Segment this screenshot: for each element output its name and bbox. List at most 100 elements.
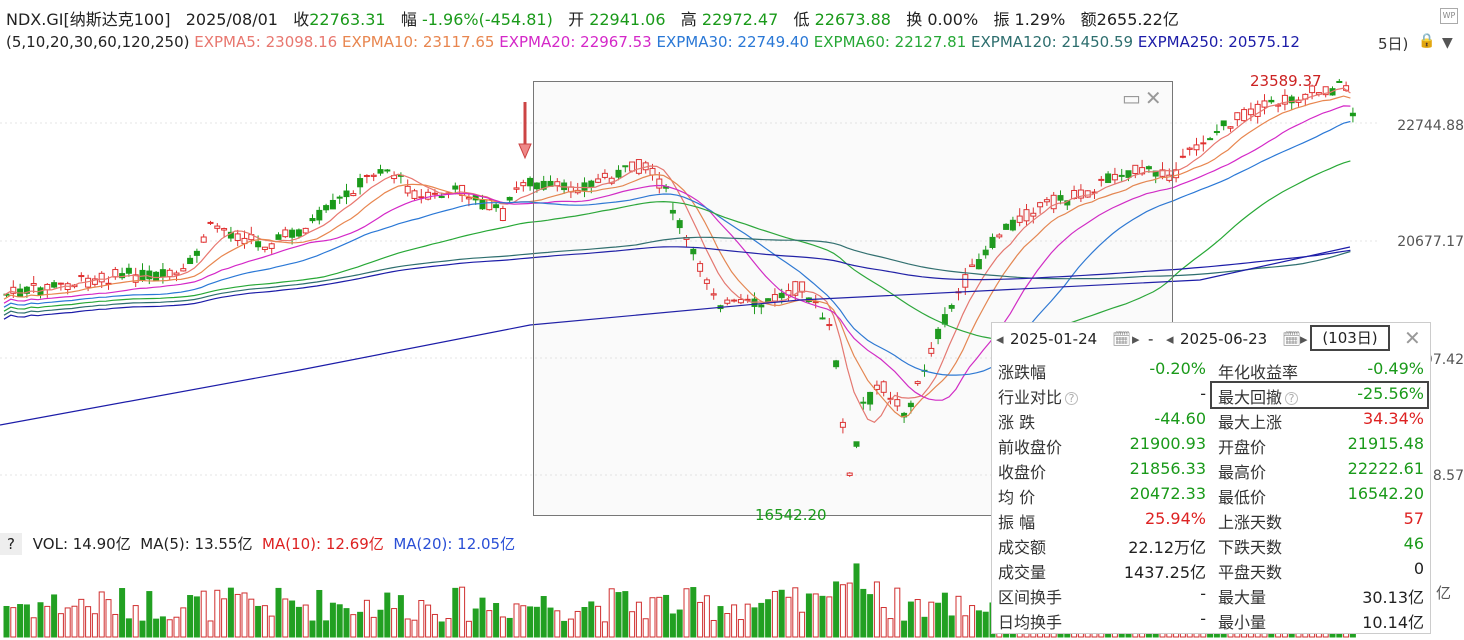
volume-bar — [404, 618, 411, 638]
close-icon[interactable]: ✕ — [1144, 86, 1162, 110]
volume-bar — [581, 607, 588, 638]
expma-line — [3, 246, 1351, 320]
end-date[interactable]: 2025-06-23 — [1180, 330, 1268, 348]
volume-bar — [166, 619, 173, 638]
candle — [1023, 209, 1030, 222]
candle — [377, 169, 384, 174]
expma-line — [3, 160, 1351, 340]
candle — [1111, 173, 1118, 181]
volume-bar — [608, 588, 615, 638]
candle — [1105, 173, 1112, 184]
candle — [996, 234, 1003, 238]
volume-bar — [180, 607, 187, 638]
high-value: 22972.47 — [701, 10, 779, 29]
candle — [853, 441, 860, 447]
candle — [44, 283, 51, 291]
candle — [1213, 131, 1220, 134]
candle — [635, 159, 642, 174]
candle — [887, 397, 894, 400]
candle — [255, 241, 262, 248]
stat-value: 57 — [1403, 509, 1424, 528]
stat-value: 21915.48 — [1347, 434, 1424, 453]
volume-bar — [941, 592, 948, 638]
volume-bar — [710, 619, 717, 638]
end-next-icon[interactable]: ▸ — [1300, 330, 1308, 348]
candle — [1200, 142, 1207, 145]
volume-bar — [472, 608, 479, 638]
volume-bar — [975, 610, 982, 638]
volume-bar — [499, 616, 506, 638]
candle — [1084, 190, 1091, 198]
maximize-icon[interactable]: ▭ — [1122, 86, 1141, 110]
stat-value: 34.34% — [1362, 409, 1424, 428]
candle — [1016, 215, 1023, 223]
expma-line — [3, 105, 1351, 401]
volume-bar — [302, 604, 309, 638]
candle — [91, 278, 98, 285]
candle — [438, 195, 445, 198]
candle — [540, 180, 547, 190]
max-price-label: 23589.37 — [1250, 72, 1322, 90]
export-icon[interactable]: WP — [1440, 8, 1458, 24]
stat-value: 21900.93 — [1129, 434, 1206, 453]
candle — [1309, 85, 1316, 94]
turnover-label: 换 — [906, 10, 923, 29]
amplitude-label: 振 — [993, 10, 1010, 29]
volume-bar — [255, 605, 262, 638]
candle — [533, 182, 540, 190]
candle — [221, 228, 228, 231]
dropdown-arrow-icon[interactable]: ▼ — [1442, 35, 1453, 51]
candle — [907, 402, 914, 408]
expma-item: EXPMA250: 20575.12 — [1133, 33, 1300, 51]
candle — [411, 190, 418, 199]
close-value: 22763.31 — [309, 10, 386, 29]
start-date[interactable]: 2025-01-24 — [1010, 330, 1098, 348]
candle — [1234, 112, 1241, 121]
volume-bar — [445, 618, 452, 638]
volume-bar — [601, 621, 608, 638]
volume-bar — [805, 593, 812, 638]
end-prev-icon[interactable]: ◂ — [1166, 330, 1174, 348]
volume-bar — [561, 620, 568, 638]
volume-bar — [887, 618, 894, 638]
candle — [384, 169, 391, 172]
end-calendar-icon[interactable]: 🗓 — [1282, 330, 1302, 348]
candle — [1145, 166, 1152, 170]
volume-bar — [642, 618, 649, 638]
volume-bar — [955, 595, 962, 638]
candle — [1254, 103, 1261, 117]
stat-value: -0.49% — [1367, 359, 1424, 378]
candle — [833, 360, 840, 368]
volume-bar — [635, 601, 642, 638]
volume-bar — [669, 613, 676, 638]
volume-bar — [200, 590, 207, 638]
candle — [656, 178, 663, 189]
candle — [370, 174, 377, 177]
volume-bar — [105, 599, 112, 638]
volume-bar — [295, 606, 302, 638]
candle — [153, 271, 160, 282]
start-calendar-icon[interactable]: 🗓 — [1112, 330, 1132, 348]
volume-bar — [64, 607, 71, 638]
symbol-name[interactable]: NDX.GI[纳斯达克100] — [6, 10, 171, 29]
volume-bar — [323, 620, 330, 638]
candle — [431, 192, 438, 195]
volume-bar — [703, 595, 710, 638]
expma-params[interactable]: (5,10,20,30,60,120,250) — [6, 33, 190, 51]
volume-bar — [785, 596, 792, 638]
candle — [1281, 94, 1288, 105]
start-prev-icon[interactable]: ◂ — [996, 330, 1004, 348]
candle — [846, 472, 853, 476]
help-icon[interactable]: ? — [0, 533, 22, 555]
candle — [669, 209, 676, 214]
candle — [581, 182, 588, 191]
volume-bar — [683, 588, 690, 638]
start-next-icon[interactable]: ▸ — [1132, 330, 1140, 348]
close-label: 收 — [293, 10, 310, 29]
candle — [799, 281, 806, 293]
volume-bar — [3, 605, 10, 638]
expma-item: EXPMA120: 21450.59 — [966, 33, 1134, 51]
panel-close-icon[interactable]: ✕ — [1404, 326, 1421, 350]
volume-bar — [329, 602, 336, 638]
lock-icon[interactable]: 🔒 — [1418, 33, 1436, 49]
